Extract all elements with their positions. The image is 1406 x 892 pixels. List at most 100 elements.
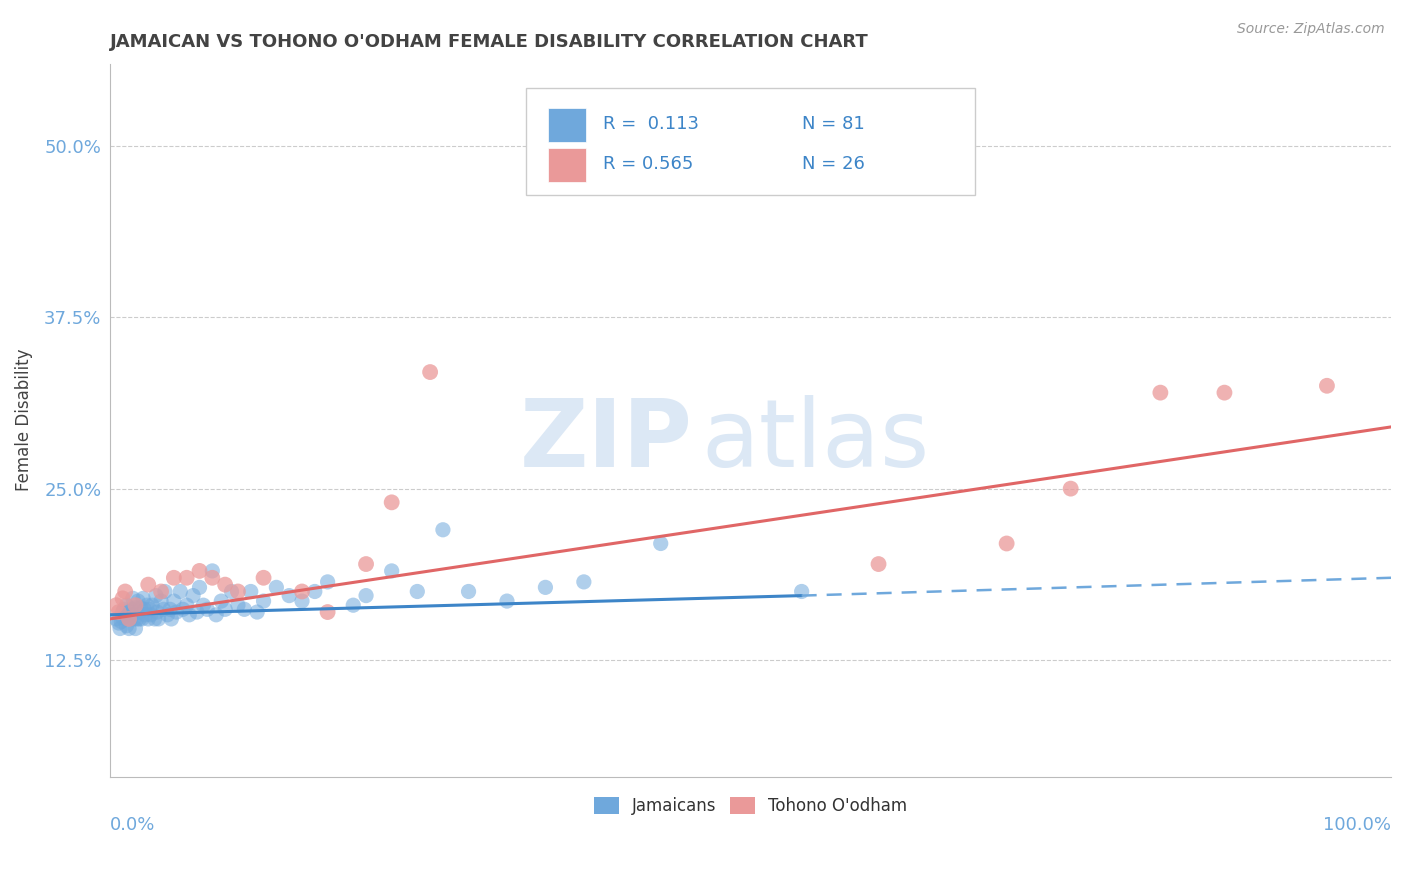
Point: [188, 564, 211, 578]
Point: [150, 584, 173, 599]
Point: [156, 607, 179, 622]
Point: [114, 607, 136, 622]
Point: [159, 602, 181, 616]
Point: [121, 602, 143, 616]
Point: [135, 607, 157, 622]
Point: [153, 584, 176, 599]
Point: [148, 612, 170, 626]
Point: [226, 598, 249, 612]
Text: 100.0%: 100.0%: [1323, 816, 1391, 834]
Point: [136, 598, 159, 612]
Point: [205, 607, 228, 622]
Point: [134, 602, 156, 616]
Bar: [548, 147, 586, 182]
Point: [650, 536, 672, 550]
Point: [105, 598, 128, 612]
Point: [868, 557, 890, 571]
Point: [136, 612, 159, 626]
Text: R = 0.565: R = 0.565: [603, 155, 693, 173]
Point: [172, 602, 194, 616]
Point: [122, 591, 145, 606]
Point: [108, 622, 131, 636]
Point: [107, 605, 129, 619]
Point: [226, 584, 249, 599]
Point: [186, 605, 208, 619]
Point: [304, 584, 326, 599]
Point: [128, 612, 150, 626]
Bar: [548, 108, 586, 142]
Point: [122, 612, 145, 626]
Point: [291, 594, 314, 608]
Point: [105, 612, 128, 626]
Point: [169, 584, 191, 599]
Point: [115, 598, 138, 612]
Text: 0.0%: 0.0%: [110, 816, 155, 834]
Point: [193, 598, 215, 612]
Point: [1213, 385, 1236, 400]
Point: [127, 605, 149, 619]
Point: [124, 601, 146, 615]
Point: [233, 602, 256, 616]
Point: [118, 622, 141, 636]
Point: [131, 612, 153, 626]
Point: [239, 584, 262, 599]
Text: atlas: atlas: [702, 395, 929, 487]
Point: [115, 619, 138, 633]
Point: [143, 612, 166, 626]
Point: [214, 602, 236, 616]
Point: [138, 602, 160, 616]
Point: [354, 557, 377, 571]
Point: [291, 584, 314, 599]
Point: [127, 594, 149, 608]
Point: [201, 571, 224, 585]
Point: [111, 591, 134, 606]
Point: [110, 615, 132, 629]
Point: [176, 598, 198, 612]
Point: [419, 365, 441, 379]
Point: [136, 577, 159, 591]
Point: [117, 612, 139, 626]
Point: [572, 574, 595, 589]
Text: ZIP: ZIP: [520, 395, 693, 487]
Point: [195, 602, 218, 616]
Point: [381, 495, 404, 509]
Point: [112, 602, 135, 616]
Point: [107, 615, 129, 630]
Point: [381, 564, 404, 578]
Point: [145, 589, 167, 603]
Text: R =  0.113: R = 0.113: [603, 115, 699, 133]
Text: JAMAICAN VS TOHONO O'ODHAM FEMALE DISABILITY CORRELATION CHART: JAMAICAN VS TOHONO O'ODHAM FEMALE DISABI…: [110, 33, 869, 51]
Point: [1316, 378, 1339, 392]
Point: [406, 584, 429, 599]
Point: [995, 536, 1018, 550]
Point: [316, 605, 339, 619]
Point: [316, 574, 339, 589]
Point: [165, 605, 187, 619]
Point: [152, 602, 174, 616]
Point: [221, 584, 243, 599]
Point: [139, 607, 162, 622]
Point: [111, 605, 134, 619]
Point: [214, 577, 236, 591]
Y-axis label: Female Disability: Female Disability: [15, 349, 32, 491]
Point: [124, 598, 146, 612]
Point: [868, 173, 890, 187]
Point: [278, 589, 301, 603]
Point: [1149, 385, 1171, 400]
Point: [111, 610, 134, 624]
Point: [534, 580, 557, 594]
Point: [125, 612, 148, 626]
Point: [246, 605, 269, 619]
Legend: Jamaicans, Tohono O'odham: Jamaicans, Tohono O'odham: [586, 790, 914, 822]
Point: [146, 605, 169, 619]
Point: [150, 594, 173, 608]
Point: [209, 594, 232, 608]
FancyBboxPatch shape: [526, 88, 974, 195]
Text: N = 81: N = 81: [801, 115, 865, 133]
Point: [141, 598, 163, 612]
Point: [457, 584, 479, 599]
Point: [496, 594, 519, 608]
Point: [132, 591, 155, 606]
Point: [252, 594, 274, 608]
Point: [790, 584, 813, 599]
